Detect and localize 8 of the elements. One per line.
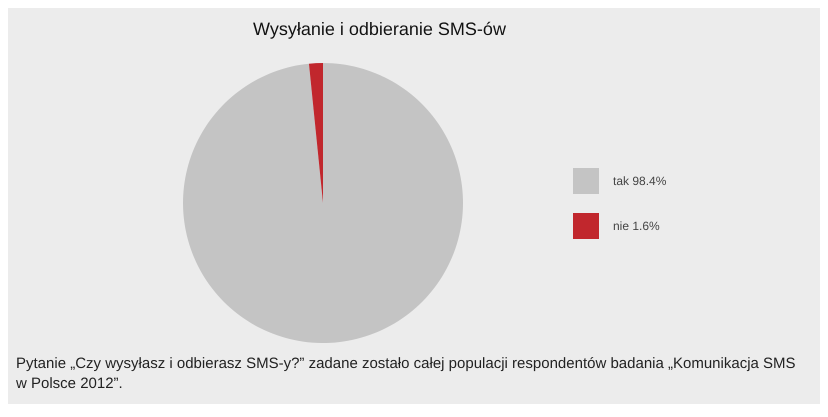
- pie-slice: [308, 63, 323, 203]
- legend-label: nie: [613, 219, 630, 233]
- data-label: 98.4%: [632, 174, 666, 188]
- chart-title: Wysyłanie i odbieranie SMS-ów: [253, 19, 507, 39]
- text: Pytanie „Czy wysyłasz i odbierasz SMS-y?” zadane zostało całej populacji respondentów badania „Komunikacja SMS w Polsce 2012”.: [16, 354, 797, 394]
- pie-slice: [183, 63, 463, 343]
- data-label: 1.6%: [632, 219, 660, 233]
- legend-label: tak: [613, 174, 630, 188]
